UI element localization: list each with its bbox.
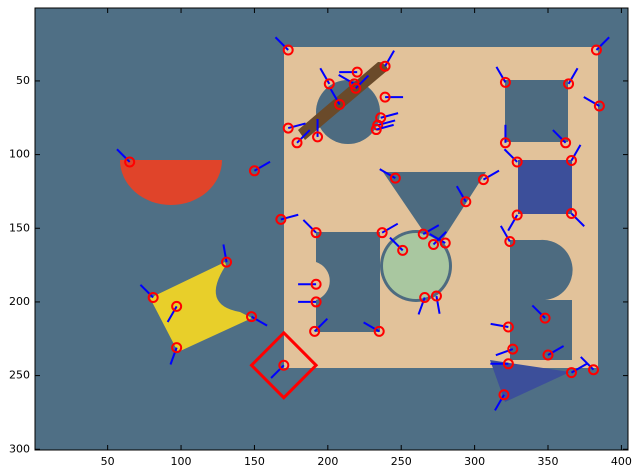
y-tick-label: 200 — [9, 295, 30, 308]
x-tick-label: 350 — [538, 455, 559, 468]
photo — [35, 8, 628, 450]
x-tick-label: 250 — [391, 455, 412, 468]
y-tick-label: 150 — [9, 221, 30, 234]
page: 50 100 150 200 250 300 350 400 50 100 150 200 250 300… — [0, 0, 637, 473]
x-tick-label: 150 — [244, 455, 265, 468]
chart: 50 100 150 200 250 300 350 400 50 100 150 200 250 300 — [0, 0, 637, 473]
x-tick-label: 400 — [611, 455, 632, 468]
y-tick-label: 50 — [16, 74, 30, 87]
y-tick-label: 250 — [9, 369, 30, 382]
x-tick-label: 50 — [101, 455, 115, 468]
x-tick-label: 300 — [464, 455, 485, 468]
y-tick-label: 100 — [9, 148, 30, 161]
x-tick-label: 200 — [317, 455, 338, 468]
x-tick-label: 100 — [171, 455, 192, 468]
y-tick-label: 300 — [9, 442, 30, 455]
